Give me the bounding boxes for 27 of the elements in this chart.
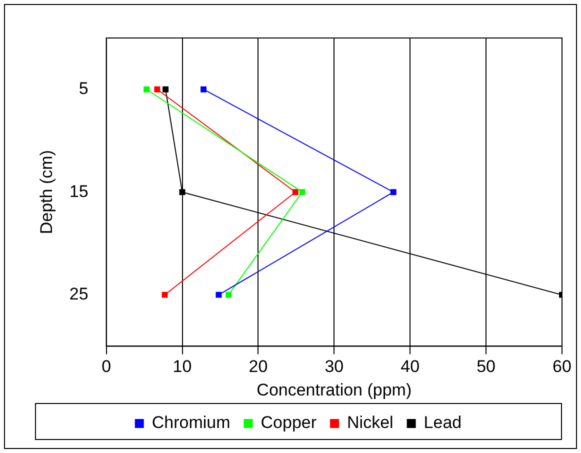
x-tick-label: 20 — [248, 357, 268, 376]
point — [292, 189, 298, 196]
point — [299, 189, 306, 196]
legend-label: Chromium — [152, 413, 230, 432]
point — [144, 86, 150, 92]
x-tick-label: 0 — [102, 357, 112, 376]
legend-label: Lead — [424, 413, 462, 432]
y-tick-label: 15 — [69, 182, 88, 201]
point — [162, 86, 169, 92]
y-tick-label: 5 — [78, 79, 88, 98]
y-axis-title: Depth (cm) — [36, 150, 56, 234]
x-tick-label: 50 — [476, 357, 496, 376]
point — [154, 86, 160, 92]
point — [226, 292, 232, 298]
x-tick-label: 60 — [552, 357, 572, 376]
x-axis-title: Concentration (ppm) — [256, 380, 412, 400]
legend-label: Nickel — [347, 413, 394, 432]
legend-label: Copper — [260, 413, 317, 432]
point — [162, 292, 168, 298]
point — [179, 189, 186, 196]
point — [216, 292, 222, 298]
x-tick-label: 30 — [324, 357, 344, 376]
point — [200, 86, 206, 92]
x-tick-label: 40 — [400, 357, 420, 376]
point — [390, 189, 396, 196]
x-tick-label: 10 — [172, 357, 192, 376]
y-tick-label: 25 — [69, 284, 88, 304]
